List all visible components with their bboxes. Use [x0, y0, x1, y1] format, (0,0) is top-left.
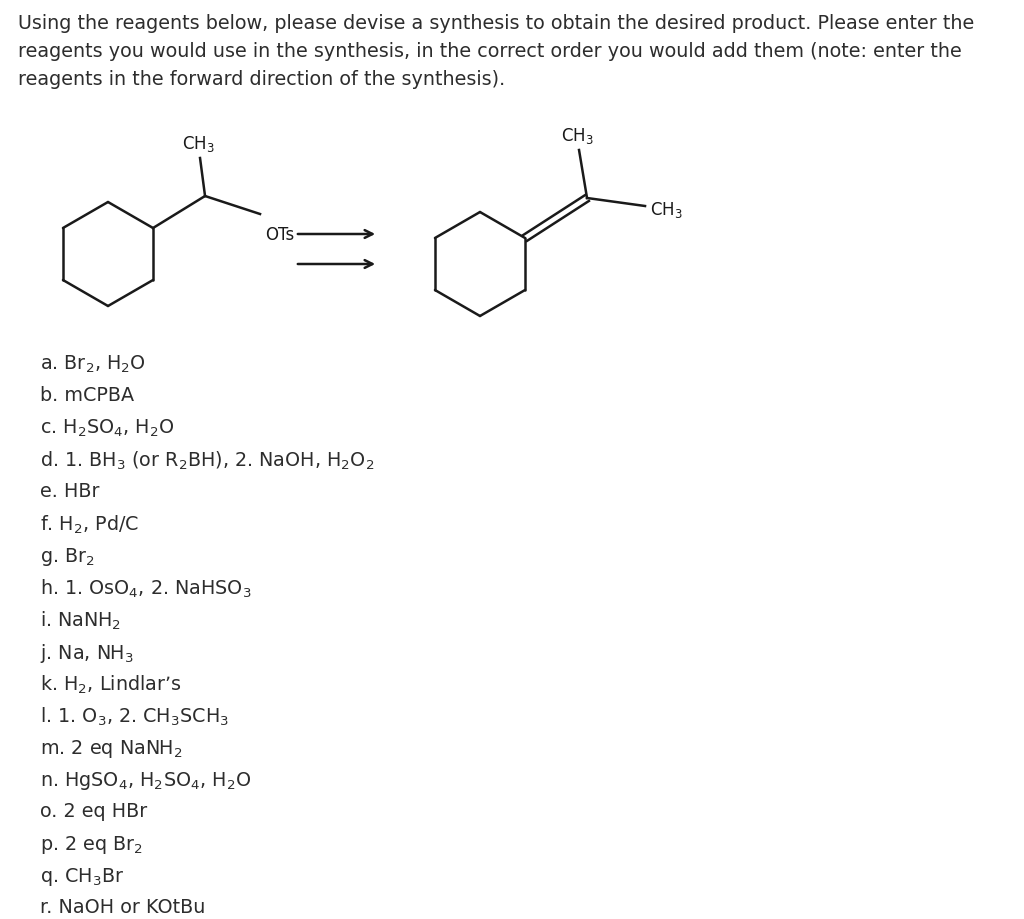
Text: c. H$_2$SO$_4$, H$_2$O: c. H$_2$SO$_4$, H$_2$O: [40, 418, 174, 439]
Text: OTs: OTs: [265, 226, 294, 244]
Text: g. Br$_2$: g. Br$_2$: [40, 546, 95, 568]
Text: n. HgSO$_4$, H$_2$SO$_4$, H$_2$O: n. HgSO$_4$, H$_2$SO$_4$, H$_2$O: [40, 770, 251, 792]
Text: r. NaOH or KOtBu: r. NaOH or KOtBu: [40, 898, 206, 917]
Text: CH$_3$: CH$_3$: [561, 126, 594, 146]
Text: h. 1. OsO$_4$, 2. NaHSO$_3$: h. 1. OsO$_4$, 2. NaHSO$_3$: [40, 578, 252, 600]
Text: j. Na, NH$_3$: j. Na, NH$_3$: [40, 642, 134, 665]
Text: CH$_3$: CH$_3$: [650, 200, 683, 220]
Text: l. 1. O$_3$, 2. CH$_3$SCH$_3$: l. 1. O$_3$, 2. CH$_3$SCH$_3$: [40, 706, 229, 728]
Text: b. mCPBA: b. mCPBA: [40, 386, 134, 405]
Text: q. CH$_3$Br: q. CH$_3$Br: [40, 866, 124, 888]
Text: f. H$_2$, Pd/C: f. H$_2$, Pd/C: [40, 514, 139, 537]
Text: reagents in the forward direction of the synthesis).: reagents in the forward direction of the…: [18, 70, 505, 89]
Text: Using the reagents below, please devise a synthesis to obtain the desired produc: Using the reagents below, please devise …: [18, 14, 974, 33]
Text: d. 1. BH$_3$ (or R$_2$BH), 2. NaOH, H$_2$O$_2$: d. 1. BH$_3$ (or R$_2$BH), 2. NaOH, H$_2…: [40, 450, 375, 472]
Text: e. HBr: e. HBr: [40, 482, 99, 501]
Text: reagents you would use in the synthesis, in the correct order you would add them: reagents you would use in the synthesis,…: [18, 42, 962, 61]
Text: k. H$_2$, Lindlar’s: k. H$_2$, Lindlar’s: [40, 674, 181, 697]
Text: i. NaNH$_2$: i. NaNH$_2$: [40, 610, 121, 632]
Text: CH$_3$: CH$_3$: [181, 134, 214, 154]
Text: a. Br$_2$, H$_2$O: a. Br$_2$, H$_2$O: [40, 354, 146, 375]
Text: p. 2 eq Br$_2$: p. 2 eq Br$_2$: [40, 834, 143, 856]
Text: m. 2 eq NaNH$_2$: m. 2 eq NaNH$_2$: [40, 738, 182, 760]
Text: o. 2 eq HBr: o. 2 eq HBr: [40, 802, 147, 821]
